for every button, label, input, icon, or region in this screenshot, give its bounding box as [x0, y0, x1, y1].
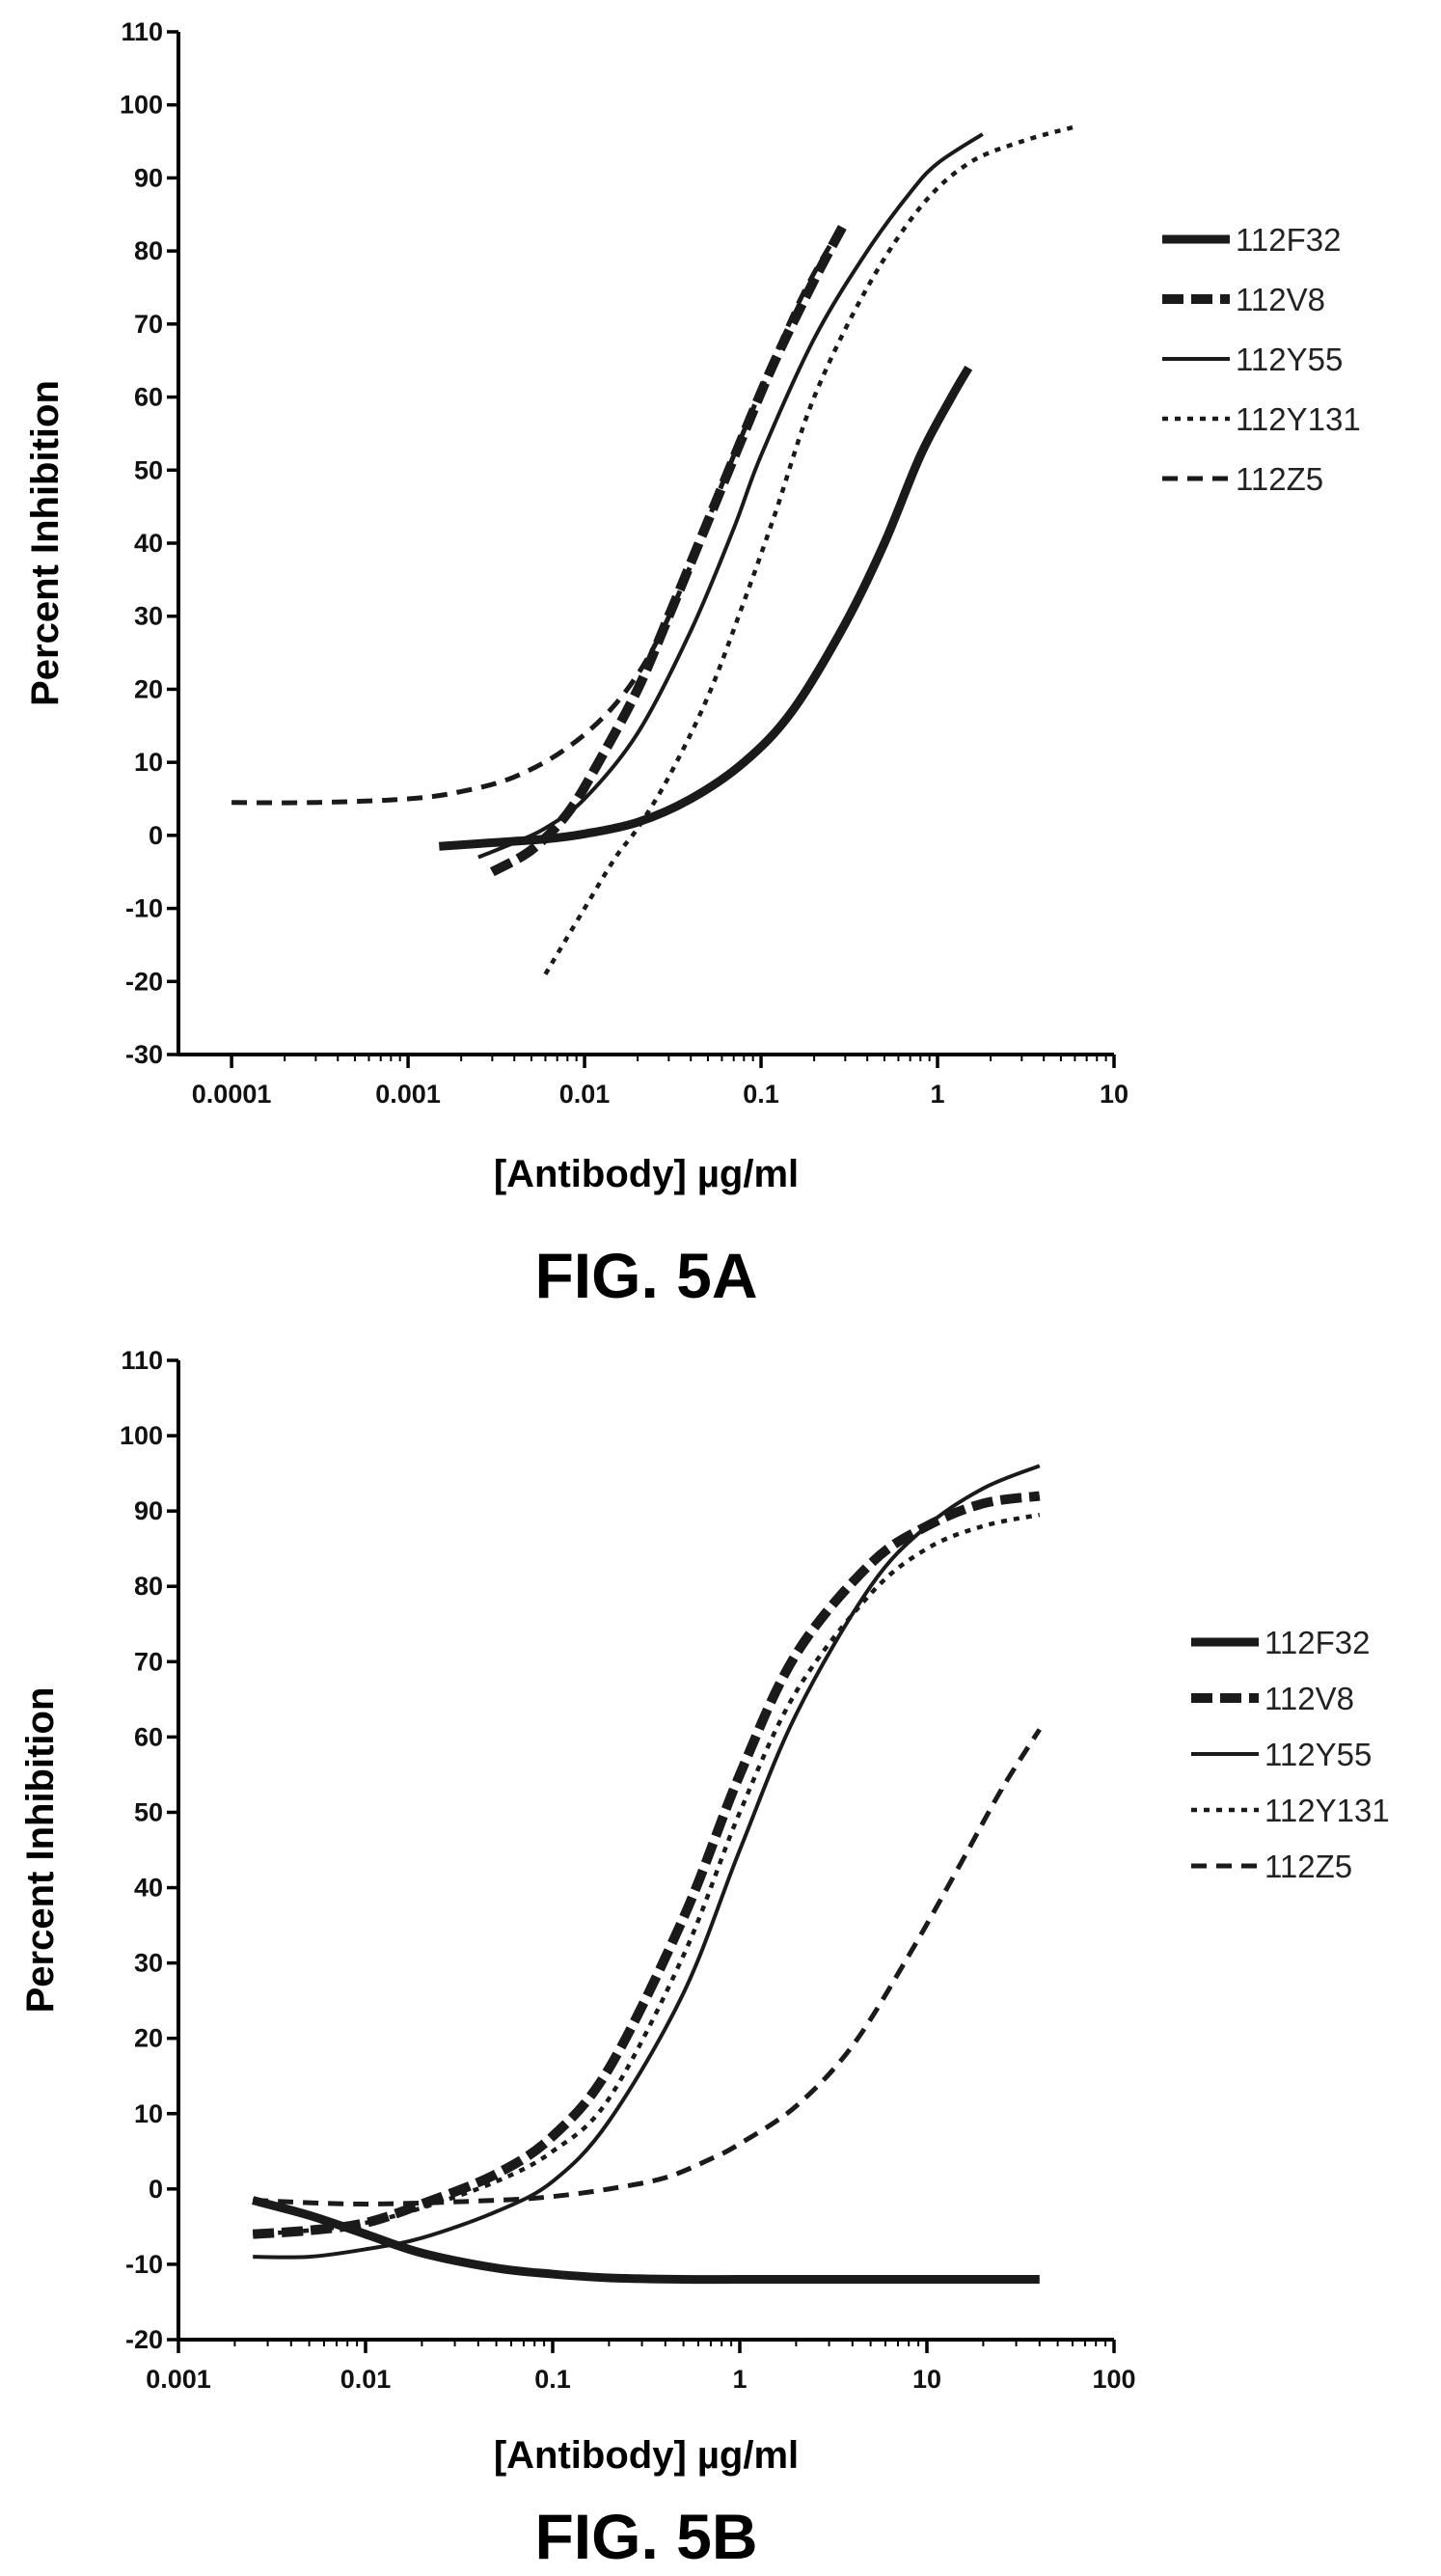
legend-label: 112F32 — [1236, 222, 1341, 258]
y-tick-label: 0 — [149, 821, 163, 850]
y-tick-label: 110 — [121, 1346, 163, 1375]
y-tick-label: -20 — [125, 967, 163, 996]
x-tick-label: 0.1 — [743, 1080, 779, 1109]
x-tick-label: 0.01 — [559, 1080, 611, 1109]
legend-label: 112Y131 — [1264, 1793, 1390, 1828]
x-tick-label: 100 — [1092, 2365, 1135, 2394]
series-line-112Y131 — [253, 1512, 1041, 2236]
chart-5a-svg: -30-20-1001020304050607080901001100.0001… — [24, 17, 1361, 1311]
y-tick-label: 40 — [134, 1874, 163, 1903]
x-tick-label: 10 — [1100, 1080, 1128, 1109]
series-line-112Z5 — [231, 228, 843, 806]
y-tick-label: 90 — [134, 1496, 163, 1525]
x-tick-label: 0.01 — [340, 2365, 392, 2394]
y-axis-title: Percent Inhibition — [19, 1687, 62, 2014]
x-tick-label: 10 — [912, 2365, 941, 2394]
legend-label: 112V8 — [1264, 1681, 1354, 1716]
x-axis-title: [Antibody] µg/ml — [494, 1153, 799, 1195]
x-tick-label: 0.001 — [146, 2365, 211, 2394]
y-tick-label: 90 — [134, 163, 163, 192]
series-line-112Z5 — [253, 1728, 1042, 2206]
y-tick-label: -10 — [125, 2250, 163, 2279]
y-tick-label: 10 — [134, 2099, 163, 2128]
legend-label: 112Y131 — [1236, 401, 1361, 437]
x-tick-label: 0.1 — [534, 2365, 571, 2394]
y-tick-label: 20 — [134, 2024, 163, 2053]
y-axis-title: Percent Inhibition — [24, 380, 67, 706]
series-line-112Y55 — [477, 132, 984, 860]
y-tick-label: 60 — [134, 383, 163, 412]
figure-caption: FIG. 5A — [534, 1240, 757, 1311]
y-tick-label: 70 — [134, 1647, 163, 1676]
y-tick-label: 30 — [134, 602, 163, 631]
figure-5b: -20 -10 0 10 20 30 40 50 60 70 80 90 100 110 0.001 0.01… — [0, 1312, 1441, 2576]
y-tick-label: 70 — [134, 310, 163, 339]
y-tick-label: 0 — [149, 2175, 163, 2204]
y-tick-label: 50 — [134, 455, 163, 484]
y-tick-label: 80 — [134, 236, 163, 265]
y-tick-label: 10 — [134, 748, 163, 777]
figure-5a: -30 -20 -10 0 10 20 30 40 50 60 70 80 90 100 110 0.0001… — [24, 17, 1361, 1311]
legend-label: 112Y55 — [1264, 1737, 1372, 1772]
legend-label: 112Z5 — [1236, 461, 1323, 497]
y-tick-label: 20 — [134, 674, 163, 703]
legend-label: 112Z5 — [1264, 1849, 1352, 1884]
y-tick-label: 40 — [134, 529, 163, 558]
y-tick-label: 30 — [134, 1949, 163, 1978]
series-line-112Y55 — [253, 1464, 1041, 2260]
y-tick-label: 80 — [134, 1572, 163, 1601]
x-tick-label: 0.0001 — [192, 1080, 272, 1109]
x-tick-label: 0.001 — [375, 1080, 441, 1109]
y-tick-label: -10 — [125, 894, 163, 923]
legend-label: 112V8 — [1236, 282, 1325, 317]
x-tick-label: 1 — [931, 1080, 945, 1109]
legend-label: 112F32 — [1264, 1625, 1370, 1660]
legend-label: 112Y55 — [1236, 342, 1343, 377]
series-line-112Y131 — [543, 124, 1076, 975]
y-tick-label: 100 — [120, 91, 163, 120]
y-tick-label: 110 — [121, 17, 163, 46]
x-axis-title: [Antibody] µg/ml — [494, 2434, 799, 2477]
y-tick-label: 60 — [134, 1722, 163, 1751]
y-tick-label: 50 — [134, 1797, 163, 1826]
series-line-112F32 — [252, 2196, 1040, 2285]
x-tick-label: 1 — [732, 2365, 747, 2394]
figure-caption: FIG. 5B — [534, 2501, 757, 2572]
series-line-112V8 — [252, 1491, 1041, 2239]
y-tick-label: -20 — [125, 2325, 163, 2354]
y-tick-label: -30 — [125, 1040, 163, 1069]
y-tick-label: 100 — [120, 1421, 163, 1450]
